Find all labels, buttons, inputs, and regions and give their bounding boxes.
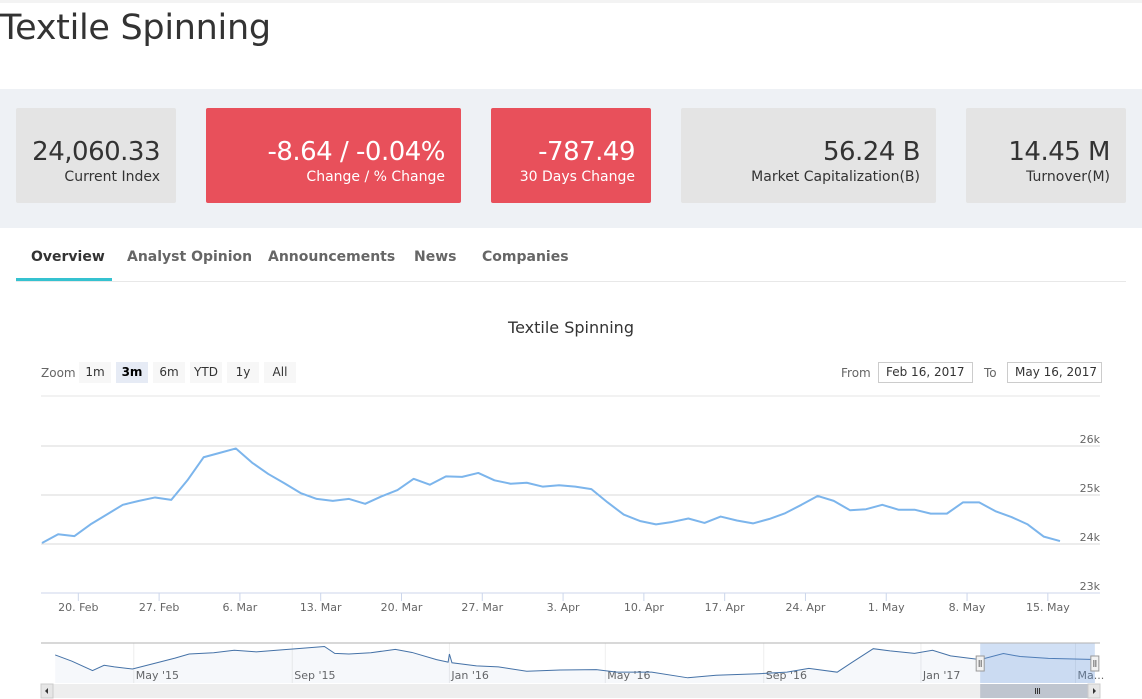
tab-announcements[interactable]: Announcements (268, 249, 396, 265)
navigator-tick-label: Sep '15 (294, 669, 335, 682)
tab-overview[interactable]: Overview (31, 249, 105, 265)
from-date-input[interactable]: Feb 16, 2017 (878, 362, 973, 383)
x-tick-label: 17. Apr (705, 601, 745, 614)
stat-value: 56.24 B (822, 137, 921, 167)
to-date-input[interactable]: May 16, 2017 (1007, 362, 1102, 383)
tab-analyst-opinion[interactable]: Analyst Opinion (127, 249, 253, 265)
stat-label: Current Index (64, 169, 160, 185)
scrollbar-track (41, 684, 1100, 698)
zoom-6m-button[interactable]: 6m (153, 362, 185, 383)
page-title: Textile Spinning (0, 8, 271, 48)
stat-current-index: 24,060.33 Current Index (16, 108, 176, 203)
x-tick-label: 1. May (868, 601, 905, 614)
x-tick-label: 3. Apr (547, 601, 580, 614)
y-tick-label: 26k (1080, 433, 1101, 446)
navigator-tick-label: Ma... (1078, 669, 1105, 682)
stat-label: Change / % Change (306, 169, 445, 185)
navigator-tick-label: Jan '16 (450, 669, 488, 682)
stat-value: 14.45 M (1008, 137, 1110, 167)
x-tick-label: 27. Feb (139, 601, 179, 614)
chart-title: Textile Spinning (508, 318, 634, 337)
stat-value: -787.49 (538, 137, 635, 167)
zoom-1y-button[interactable]: 1y (227, 362, 259, 383)
from-label: From (841, 366, 871, 380)
navigator-tick-label: May '15 (136, 669, 179, 682)
stat-market-cap: 56.24 B Market Capitalization(B) (681, 108, 936, 203)
tab-news[interactable]: News (414, 249, 457, 265)
stat-value: 24,060.33 (32, 137, 160, 167)
stat-change: -8.64 / -0.04% Change / % Change (206, 108, 461, 203)
navigator-tick-label: Jan '17 (922, 669, 960, 682)
stat-value: -8.64 / -0.04% (267, 137, 445, 167)
stat-label: 30 Days Change (519, 169, 635, 185)
navigator-series-line (54, 645, 1095, 679)
stat-30-days-change: -787.49 30 Days Change (491, 108, 651, 203)
zoom-all-button[interactable]: All (264, 362, 296, 383)
x-tick-label: 20. Mar (381, 601, 423, 614)
x-tick-label: 6. Mar (223, 601, 258, 614)
active-tab-indicator (16, 278, 112, 281)
handle-body (975, 655, 985, 672)
arrow-left-icon (45, 688, 48, 694)
to-label: To (984, 366, 997, 380)
navigator-area (55, 646, 1095, 683)
x-tick-label: 27. Mar (461, 601, 503, 614)
tab-bar: Overview Analyst Opinion Announcements N… (16, 240, 1126, 282)
price-series-line (41, 447, 1061, 544)
navigator-tick-label: Sep '16 (766, 669, 807, 682)
zoom-ytd-button[interactable]: YTD (190, 362, 222, 383)
zoom-1m-button[interactable]: 1m (79, 362, 111, 383)
x-tick-label: 24. Apr (785, 601, 825, 614)
navigator-selection-mask (980, 643, 1095, 683)
y-tick-label: 23k (1080, 580, 1101, 593)
x-tick-label: 15. May (1026, 601, 1070, 614)
stat-label: Market Capitalization(B) (751, 169, 920, 185)
stat-label: Turnover(M) (1026, 169, 1110, 185)
x-tick-label: 13. Mar (300, 601, 342, 614)
x-tick-label: 20. Feb (58, 601, 98, 614)
x-tick-label: 8. May (949, 601, 986, 614)
y-tick-label: 24k (1080, 531, 1101, 544)
navigator-right-handle[interactable] (1090, 655, 1100, 672)
stat-turnover: 14.45 M Turnover(M) (966, 108, 1126, 203)
tab-companies[interactable]: Companies (482, 249, 569, 265)
y-tick-label: 25k (1080, 482, 1101, 495)
navigator-background (41, 643, 1100, 683)
handle-body (1090, 655, 1100, 672)
arrow-right-icon (1093, 688, 1096, 694)
zoom-label: Zoom (41, 366, 76, 380)
navigator-left-handle[interactable] (975, 655, 985, 672)
top-border (0, 0, 1142, 3)
zoom-3m-button[interactable]: 3m (116, 362, 148, 383)
x-tick-label: 10. Apr (624, 601, 664, 614)
